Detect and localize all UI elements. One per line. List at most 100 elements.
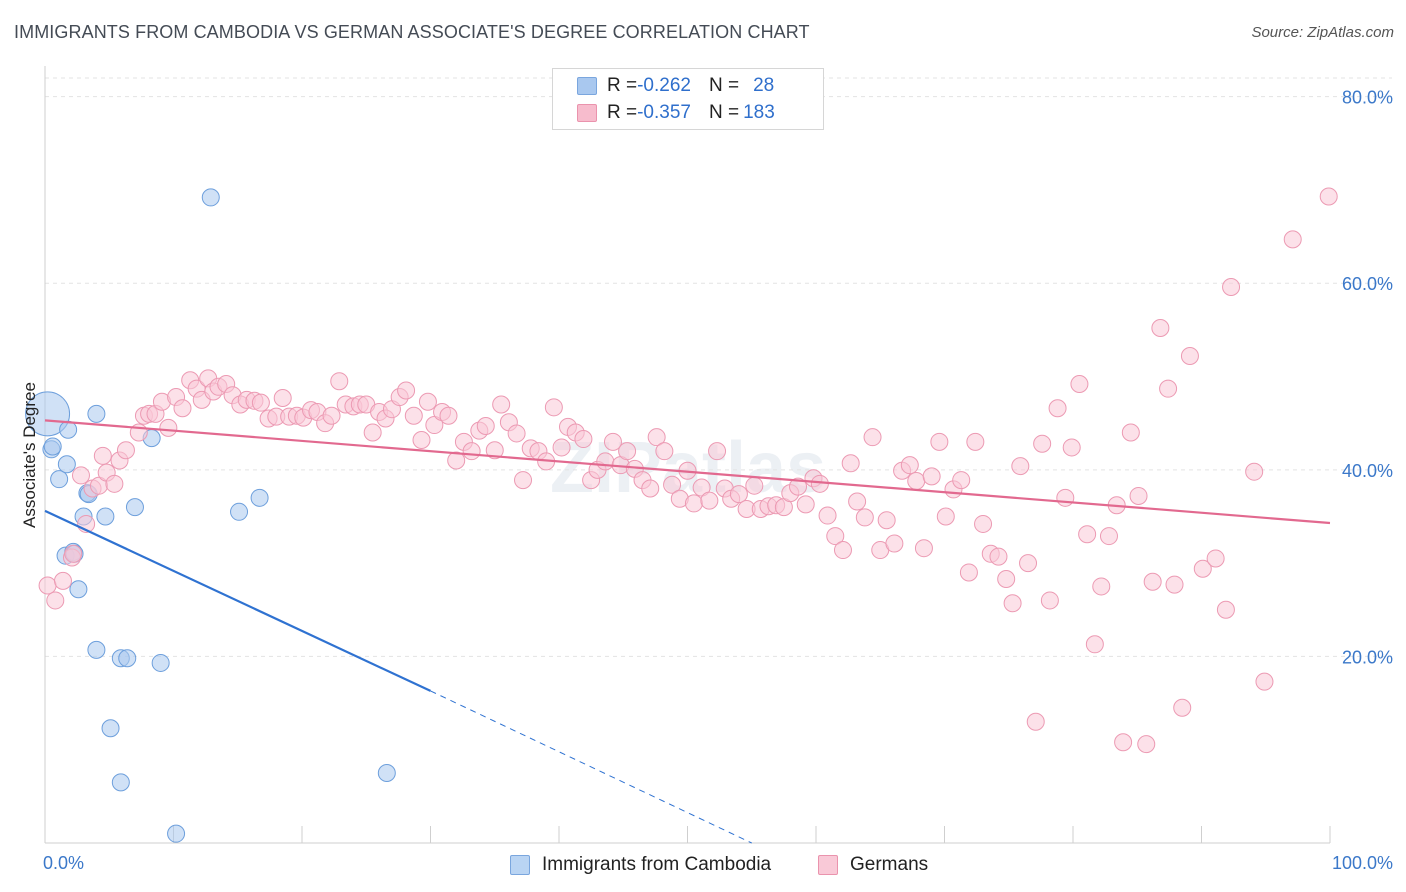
y-tick-label: 80.0% [1342, 88, 1393, 108]
data-point [418, 392, 437, 411]
trend-line [44, 509, 431, 692]
data-point [1033, 434, 1052, 453]
n-label: N = [708, 102, 740, 123]
data-point [1056, 488, 1075, 507]
data-point [603, 432, 622, 451]
data-point [1121, 423, 1140, 442]
series-germans [38, 187, 1338, 754]
data-point [952, 471, 971, 490]
data-point [514, 471, 533, 490]
data-point [53, 571, 72, 590]
data-point [250, 488, 269, 507]
data-point [64, 544, 83, 563]
data-point [1137, 735, 1156, 754]
x-tick-label: 0.0% [43, 853, 84, 873]
r-label: R = [607, 102, 638, 123]
data-point [833, 541, 852, 560]
data-point [43, 437, 62, 456]
series-cambodia [25, 188, 396, 843]
trend-line [44, 419, 1331, 525]
data-point [789, 477, 808, 496]
data-point [1040, 591, 1059, 610]
data-point [111, 773, 130, 792]
data-point [412, 430, 431, 449]
data-point [1245, 462, 1264, 481]
data-point [1114, 733, 1133, 752]
data-point [596, 452, 615, 471]
y-tick-label: 60.0% [1342, 274, 1393, 294]
legend-swatch-cambodia [510, 855, 530, 875]
data-point [404, 406, 423, 425]
data-point [93, 446, 112, 465]
data-point [974, 514, 993, 533]
data-point [462, 442, 481, 461]
x-tick-label: 100.0% [1332, 853, 1393, 873]
data-point [700, 491, 719, 510]
data-point [708, 442, 727, 461]
stats-row-cambodia: R = -0.262 N = 28 [577, 73, 774, 99]
data-point [989, 547, 1008, 566]
legend-swatch-germans [818, 855, 838, 875]
data-point [101, 719, 120, 738]
data-point [907, 472, 926, 491]
data-point [105, 474, 124, 493]
data-point [1216, 600, 1235, 619]
data-point [71, 466, 90, 485]
correlation-stats-box: R = -0.262 N = 28 R = -0.357 N = 183 [552, 68, 824, 130]
y-tick-label: 20.0% [1342, 647, 1393, 667]
data-point [1319, 187, 1338, 206]
n-label: N = [708, 75, 740, 96]
data-point [38, 576, 57, 595]
data-point [507, 424, 526, 443]
legend-item-cambodia[interactable]: Immigrants from Cambodia [510, 852, 771, 878]
data-point [930, 432, 949, 451]
data-point [151, 653, 170, 672]
data-point [544, 398, 563, 417]
data-point [1070, 375, 1089, 393]
data-point [900, 456, 919, 475]
data-point [1003, 594, 1022, 613]
legend-label-cambodia: Immigrants from Cambodia [542, 854, 772, 875]
data-point [50, 470, 69, 489]
data-point [363, 423, 382, 442]
data-point [1062, 438, 1081, 457]
data-point [826, 527, 845, 546]
legend-item-germans[interactable]: Germans [818, 852, 928, 878]
data-point [885, 534, 904, 553]
data-point [1206, 549, 1225, 568]
data-point [173, 399, 192, 418]
stats-swatch-germans [577, 104, 597, 122]
data-point [959, 563, 978, 582]
data-point [936, 507, 955, 526]
data-point [273, 388, 292, 407]
data-point [476, 416, 495, 435]
data-point [745, 476, 764, 495]
data-point [966, 432, 985, 451]
data-point [118, 649, 137, 668]
data-point [439, 406, 458, 425]
data-point [848, 492, 867, 511]
data-point [1180, 347, 1199, 366]
data-point [818, 506, 837, 525]
grid-lines [45, 77, 1392, 657]
data-point [251, 393, 270, 412]
data-point [684, 494, 703, 513]
y-tick-label: 40.0% [1342, 461, 1393, 481]
n-value: 183 [743, 102, 775, 123]
data-point [167, 824, 186, 843]
data-point [796, 495, 815, 514]
data-point [322, 406, 341, 425]
r-label: R = [607, 75, 638, 96]
data-point [1011, 457, 1030, 476]
data-point [663, 475, 682, 494]
data-point [647, 428, 666, 447]
stats-swatch-cambodia [577, 77, 597, 95]
data-point [57, 455, 76, 474]
data-point [1019, 554, 1038, 573]
data-point [492, 395, 511, 414]
chart-title: IMMIGRANTS FROM CAMBODIA VS GERMAN ASSOC… [14, 22, 810, 42]
data-point [1151, 319, 1170, 338]
stats-row-germans: R = -0.357 N = 183 [577, 100, 775, 126]
source-credit: Source: ZipAtlas.com [1251, 24, 1394, 41]
data-point [1222, 277, 1241, 296]
